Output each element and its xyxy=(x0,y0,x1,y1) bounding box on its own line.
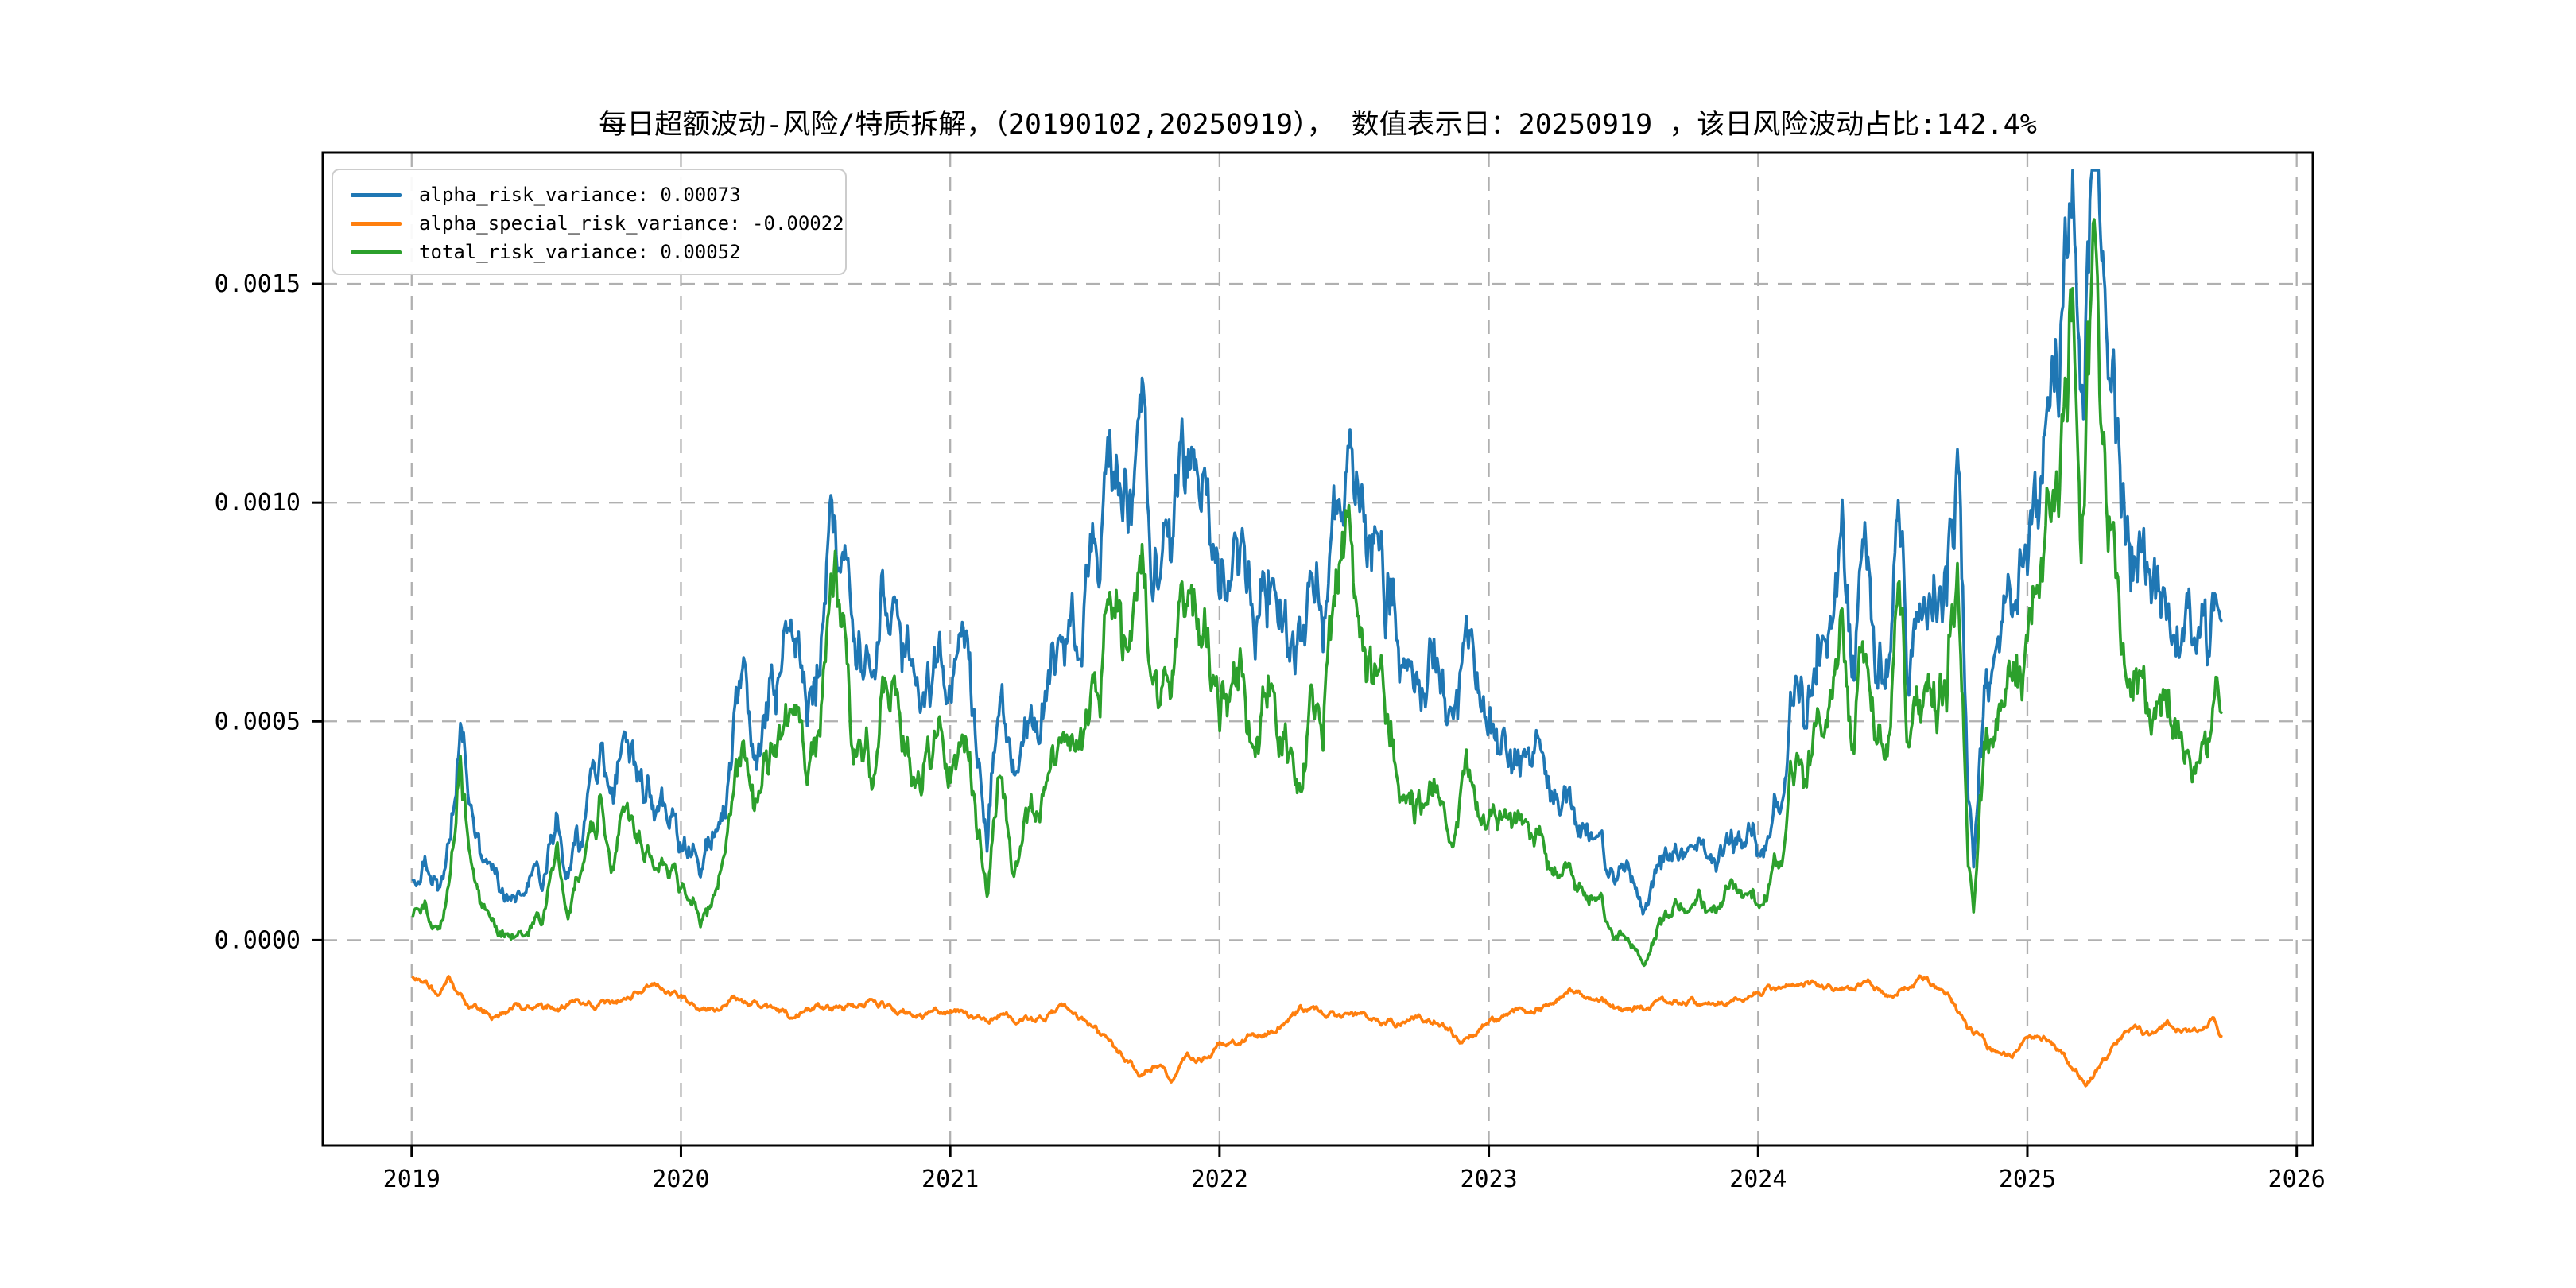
legend-label: alpha_risk_variance: 0.00073 xyxy=(419,184,741,206)
legend: alpha_risk_variance: 0.00073 alpha_speci… xyxy=(332,169,847,275)
series-line-total_risk_variance xyxy=(411,218,2223,968)
legend-item-alpha-risk-variance: alpha_risk_variance: 0.00073 xyxy=(351,180,845,209)
x-tick-label: 2022 xyxy=(1191,1166,1248,1193)
chart-title: 每日超额波动-风险/特质拆解，（20190102,20250919）， 数值表示… xyxy=(599,109,2037,141)
legend-label: total_risk_variance: 0.00052 xyxy=(419,241,741,263)
series-line-alpha_risk_variance xyxy=(411,169,2223,916)
y-tick-label: 0.0000 xyxy=(215,926,301,954)
y-tick-label: 0.0010 xyxy=(215,489,301,517)
x-tick-label: 2024 xyxy=(1729,1166,1787,1193)
legend-line-swatch-orange xyxy=(351,221,402,226)
x-tick-label: 2019 xyxy=(383,1166,440,1193)
y-tick-label: 0.0005 xyxy=(215,708,301,735)
x-tick-label: 2020 xyxy=(652,1166,709,1193)
y-tick-label: 0.0015 xyxy=(215,270,301,298)
x-tick-label: 2026 xyxy=(2268,1166,2326,1193)
axes-spines xyxy=(321,151,2314,1147)
x-tick-label: 2025 xyxy=(1999,1166,2056,1193)
x-tick-label: 2021 xyxy=(921,1166,979,1193)
legend-item-total-risk-variance: total_risk_variance: 0.00052 xyxy=(351,238,845,266)
legend-label: alpha_special_risk_variance: -0.00022 xyxy=(419,212,844,235)
legend-line-swatch-green xyxy=(351,250,402,254)
legend-line-swatch-blue xyxy=(351,192,402,197)
x-tick-label: 2023 xyxy=(1460,1166,1517,1193)
legend-item-alpha-special-risk-variance: alpha_special_risk_variance: -0.00022 xyxy=(351,209,845,238)
series-line-alpha_special_risk_variance xyxy=(411,974,2223,1088)
